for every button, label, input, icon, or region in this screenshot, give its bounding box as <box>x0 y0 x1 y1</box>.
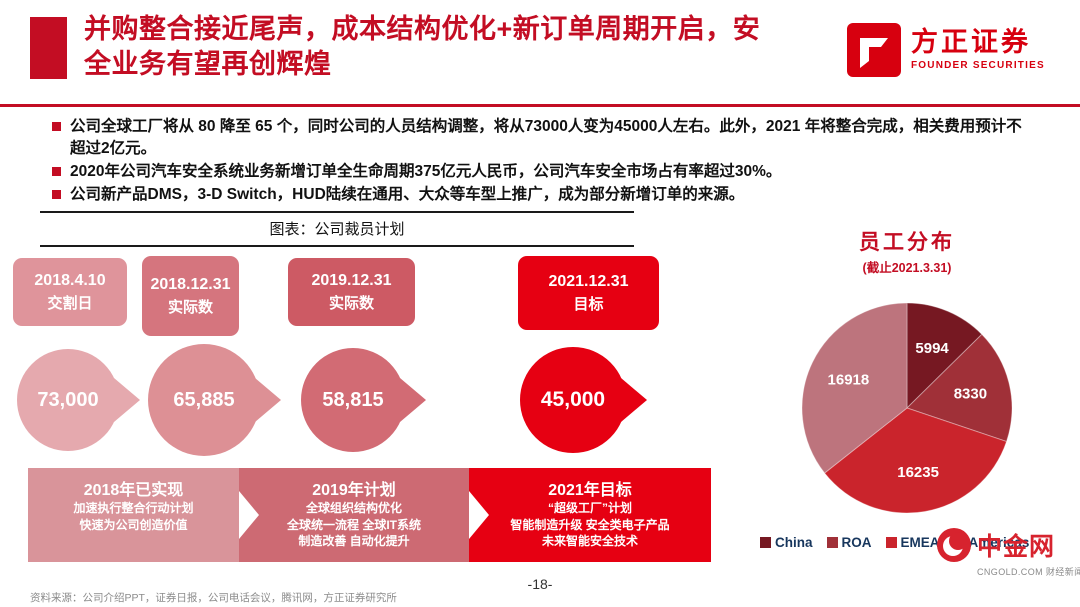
bullet-item: 公司全球工厂将从 80 降至 65 个，同时公司的人员结构调整，将从73000人… <box>52 116 1037 160</box>
bullet-item: 2020年公司汽车安全系统业务新增订单全生命周期375亿元人民币，公司汽车安全市… <box>52 161 1037 183</box>
headcount-value: 73,000 <box>37 388 99 411</box>
milestone-box: 2018.12.31 实际数 <box>142 256 239 336</box>
pie-chart-title: 员工分布 <box>859 231 955 254</box>
milestone-label: 实际数 <box>328 294 374 312</box>
legend-label: China <box>775 535 813 550</box>
phase-line: 加速执行整合行动计划 <box>73 501 194 515</box>
milestone-label: 目标 <box>573 295 604 313</box>
pie-slice-emea <box>823 407 1008 514</box>
milestone-box: 2019.12.31 实际数 <box>288 258 415 326</box>
bullet-text: 2020年公司汽车安全系统业务新增订单全生命周期375亿元人民币，公司汽车安全市… <box>70 163 782 180</box>
phase-line: “超级工厂”计划 <box>547 501 632 515</box>
bullet-text: 公司全球工厂将从 80 降至 65 个，同时公司的人员结构调整，将从73000人… <box>70 118 1022 157</box>
brand-logo: 方正证券 FOUNDER SECURITIES <box>846 22 1045 78</box>
white-arrow-icon <box>239 491 259 539</box>
pie-slice-americas <box>801 302 908 474</box>
watermark-tagline: 财经新闻资讯 <box>1045 567 1080 577</box>
phase-title: 2018年已实现 <box>83 482 184 499</box>
milestone-box: 2018.4.10 交割日 <box>13 258 127 326</box>
legend-label: ROA <box>841 535 872 550</box>
headcount-node: 65,885 <box>148 344 260 456</box>
headcount-node: 73,000 <box>17 349 119 451</box>
bullet-list: 公司全球工厂将从 80 降至 65 个，同时公司的人员结构调整，将从73000人… <box>52 116 1037 207</box>
watermark-row: 中金网 <box>936 527 1080 563</box>
page-number: -18- <box>527 576 553 592</box>
watermark-name: 中金网 <box>977 533 1056 561</box>
phase-line: 制造改善 自动化提升 <box>298 534 410 548</box>
phase-bar: 2021年目标 “超级工厂”计划 智能制造升级 安全类电子产品 未来智能安全技术 <box>469 468 711 562</box>
right-arrow-icon <box>621 378 647 422</box>
cngold-watermark: 中金网 CNGOLD.COM 财经新闻资讯 <box>936 527 1080 578</box>
phase-bar: 2018年已实现 加速执行整合行动计划 快速为公司创造价值 <box>28 468 239 562</box>
figure-caption-text: 图表：公司裁员计划 <box>269 221 405 238</box>
headcount-node: 58,815 <box>301 348 405 452</box>
milestone-date: 2019.12.31 <box>311 271 392 289</box>
bullet-square-icon <box>52 190 61 199</box>
phase-line: 全球组织结构优化 <box>305 501 402 515</box>
milestone-date: 2018.12.31 <box>150 275 231 293</box>
bullet-square-icon <box>52 122 61 131</box>
header-divider <box>0 104 1080 107</box>
brand-name-en: FOUNDER SECURITIES <box>911 60 1045 71</box>
pie-chart-subtitle: (截止2021.3.31) <box>862 261 952 275</box>
legend-label: EMEA <box>900 535 940 550</box>
legend-item-emea: EMEA <box>885 535 940 550</box>
white-arrow-icon <box>469 491 489 539</box>
source-note: 资料来源：公司介绍PPT，证券日报，公司电话会议，腾讯网，方正证券研究所 <box>30 592 397 604</box>
phase-line: 智能制造升级 安全类电子产品 <box>510 517 670 532</box>
phase-title: 2021年目标 <box>548 482 632 499</box>
legend-swatch <box>826 537 838 548</box>
headcount-value: 58,815 <box>322 388 384 411</box>
milestone-label: 交割日 <box>47 294 93 312</box>
pie-value-label: 8330 <box>954 385 987 402</box>
page-title: 并购整合接近尾声，成本结构优化+新订单周期开启，安全业务有望再创辉煌 <box>84 14 761 80</box>
phase-line: 全球统一流程 全球IT系统 <box>287 517 421 532</box>
right-arrow-icon <box>400 378 426 422</box>
pie-value-label: 16235 <box>897 464 939 481</box>
milestone-label: 实际数 <box>167 298 213 316</box>
watermark-domain: CNGOLD.COM <box>977 567 1044 577</box>
brand-name: 方正证券 <box>911 27 1031 57</box>
cngold-logo-icon <box>937 528 971 562</box>
phase-line: 快速为公司创造价值 <box>79 517 188 532</box>
title-accent-block <box>30 17 67 79</box>
milestone-date: 2018.4.10 <box>34 271 106 289</box>
legend-swatch <box>760 537 771 548</box>
pie-legend: China ROA EMEA Americas <box>760 535 1029 550</box>
brand-text: 方正证券 FOUNDER SECURITIES <box>911 27 1045 72</box>
pie-slice-roa <box>906 333 1013 443</box>
headcount-value: 45,000 <box>540 388 606 411</box>
headcount-node: 45,000 <box>520 347 626 453</box>
phase-line: 未来智能安全技术 <box>541 534 638 548</box>
pie-value-label: 5994 <box>915 340 949 357</box>
legend-label: Americas <box>968 535 1030 550</box>
bullet-text: 公司新产品DMS，3-D Switch，HUD陆续在通用、大众等车型上推广，成为… <box>70 186 745 203</box>
watermark-subtitle: CNGOLD.COM 财经新闻资讯 <box>977 565 1080 578</box>
legend-item-roa: ROA <box>826 535 872 550</box>
bullet-item: 公司新产品DMS，3-D Switch，HUD陆续在通用、大众等车型上推广，成为… <box>52 184 1037 206</box>
employee-distribution-pie-chart: 5994 8330 16235 16918 <box>801 302 1013 514</box>
bullet-square-icon <box>52 167 61 176</box>
legend-swatch <box>885 537 897 548</box>
right-arrow-icon <box>114 378 140 422</box>
founder-securities-logo-icon <box>847 23 901 77</box>
right-arrow-icon <box>255 378 281 422</box>
legend-item-china: China <box>760 535 813 550</box>
phase-bar: 2019年计划 全球组织结构优化 全球统一流程 全球IT系统 制造改善 自动化提… <box>239 468 469 562</box>
milestone-box: 2021.12.31 目标 <box>518 256 659 330</box>
pie-slice-china <box>906 302 983 410</box>
phase-title: 2019年计划 <box>312 482 396 499</box>
headcount-value: 65,885 <box>173 388 235 411</box>
milestone-date: 2021.12.31 <box>548 272 629 290</box>
figure-caption: 图表：公司裁员计划 <box>40 211 634 247</box>
pie-value-label: 16918 <box>828 372 870 389</box>
